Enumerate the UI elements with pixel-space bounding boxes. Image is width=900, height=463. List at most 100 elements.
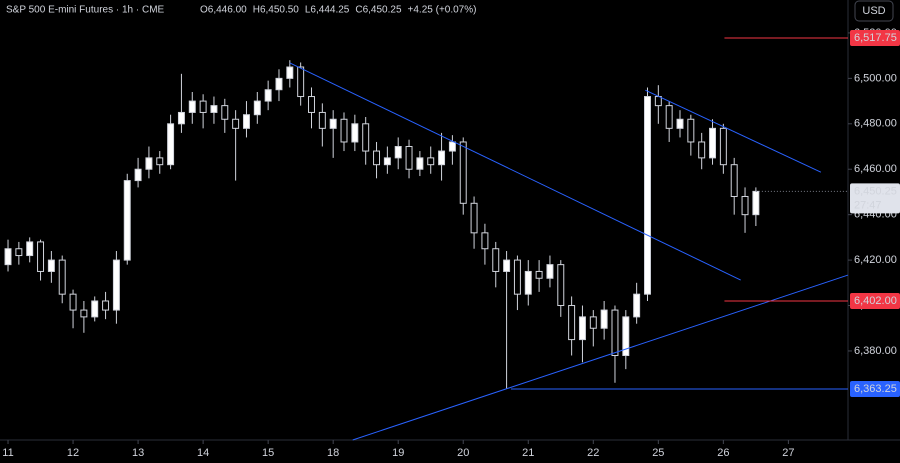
candle-body xyxy=(405,146,413,170)
x-tick-label: 18 xyxy=(327,447,339,459)
x-tick-label: 15 xyxy=(262,447,274,459)
candle-body xyxy=(622,316,630,356)
candle-body xyxy=(383,157,391,166)
x-tick-label: 26 xyxy=(717,447,729,459)
candle-body xyxy=(91,300,99,318)
level-label: 6,363.25 xyxy=(854,383,897,395)
x-tick-label: 22 xyxy=(587,447,599,459)
candle-body xyxy=(210,105,218,113)
candle-body xyxy=(167,123,175,166)
candle-body xyxy=(199,100,207,113)
x-tick-label: 12 xyxy=(67,447,79,459)
candle-body xyxy=(589,316,597,329)
candle-body xyxy=(221,105,229,120)
candle-body xyxy=(492,248,500,272)
candle-body xyxy=(4,248,12,266)
candle-body xyxy=(513,259,521,295)
legend-value: C6,450.25 xyxy=(355,5,402,16)
candle-body xyxy=(15,248,23,257)
candle-body xyxy=(665,105,673,129)
x-tick-label: 21 xyxy=(522,447,534,459)
candle-body xyxy=(145,157,153,170)
candle-body xyxy=(633,293,641,318)
level-label-box xyxy=(850,30,900,47)
candle-body xyxy=(26,241,34,257)
x-tick-label: 25 xyxy=(652,447,664,459)
candle-body xyxy=(232,118,240,129)
current-price-label: 6,450.25 xyxy=(854,185,897,197)
current-price-box xyxy=(850,183,900,214)
candle-body xyxy=(687,118,695,143)
trend-line xyxy=(352,274,849,441)
candle-body xyxy=(719,127,727,166)
candle-body xyxy=(427,157,435,166)
candle-body xyxy=(459,141,467,204)
candle-body xyxy=(134,168,142,182)
candle-body xyxy=(58,259,66,295)
candle-body xyxy=(676,118,684,129)
candle-body xyxy=(438,150,446,166)
x-tick-label: 11 xyxy=(2,447,13,459)
x-tick-label: 27 xyxy=(782,447,794,459)
candle-body xyxy=(535,270,543,279)
candle-body xyxy=(611,309,619,356)
y-tick-label: 6,420.00 xyxy=(854,254,897,266)
candle-body xyxy=(123,180,131,261)
candle-body xyxy=(524,270,532,295)
candle-body xyxy=(503,259,511,272)
legend-value: +4.25 (+0.07%) xyxy=(408,5,477,16)
candle-body xyxy=(752,190,760,216)
candle-body xyxy=(741,195,749,216)
candle-body xyxy=(329,118,337,129)
legend-value: H6,450.50 xyxy=(253,5,300,16)
candle-body xyxy=(47,259,55,272)
candle-body xyxy=(242,114,250,129)
y-tick-label: 6,500.00 xyxy=(854,72,897,84)
candle-body xyxy=(156,157,164,166)
candle-body xyxy=(80,309,88,318)
level-label: 6,517.75 xyxy=(854,32,897,44)
candle-body xyxy=(351,123,359,143)
y-tick-label: 6,480.00 xyxy=(854,118,897,130)
y-tick-label: 6,380.00 xyxy=(854,345,897,357)
level-label-box xyxy=(850,381,900,398)
candle-body xyxy=(470,202,478,234)
candle-body xyxy=(654,96,662,107)
candle-body xyxy=(373,150,381,166)
candle-body xyxy=(362,123,370,152)
candle-body xyxy=(177,111,185,125)
x-tick-label: 13 xyxy=(132,447,144,459)
candle-body xyxy=(188,100,196,113)
chart-title: S&P 500 E-mini Futures · 1h · CME xyxy=(6,5,165,16)
legend-value: O6,446.00 xyxy=(200,5,247,16)
candle-body xyxy=(698,141,706,159)
candle-body xyxy=(69,293,77,311)
candle-body xyxy=(286,66,294,79)
candle-body xyxy=(297,66,305,98)
candle-body xyxy=(275,77,283,91)
candle-body xyxy=(264,89,272,102)
trend-line xyxy=(645,89,822,173)
candle-body xyxy=(340,118,348,143)
level-label: 6,402.00 xyxy=(854,295,897,307)
trend-line xyxy=(289,62,741,281)
candle-body xyxy=(568,305,576,341)
candle-body xyxy=(546,264,554,279)
candle-body xyxy=(416,157,424,170)
candle-body xyxy=(37,241,45,272)
candle-body xyxy=(112,259,120,311)
candle-body xyxy=(253,100,261,116)
candle-body xyxy=(448,141,456,152)
candle-body xyxy=(600,309,608,329)
candle-body xyxy=(709,127,717,159)
currency-button[interactable] xyxy=(854,0,894,22)
legend-value: L6,444.25 xyxy=(305,5,350,16)
candle-body xyxy=(730,164,738,197)
y-tick-label: 6,460.00 xyxy=(854,163,897,175)
currency[interactable]: USD xyxy=(862,5,885,17)
candle-body xyxy=(318,111,326,129)
x-tick-label: 20 xyxy=(457,447,469,459)
candle-body xyxy=(557,264,565,307)
countdown: 27:47 xyxy=(854,199,882,211)
